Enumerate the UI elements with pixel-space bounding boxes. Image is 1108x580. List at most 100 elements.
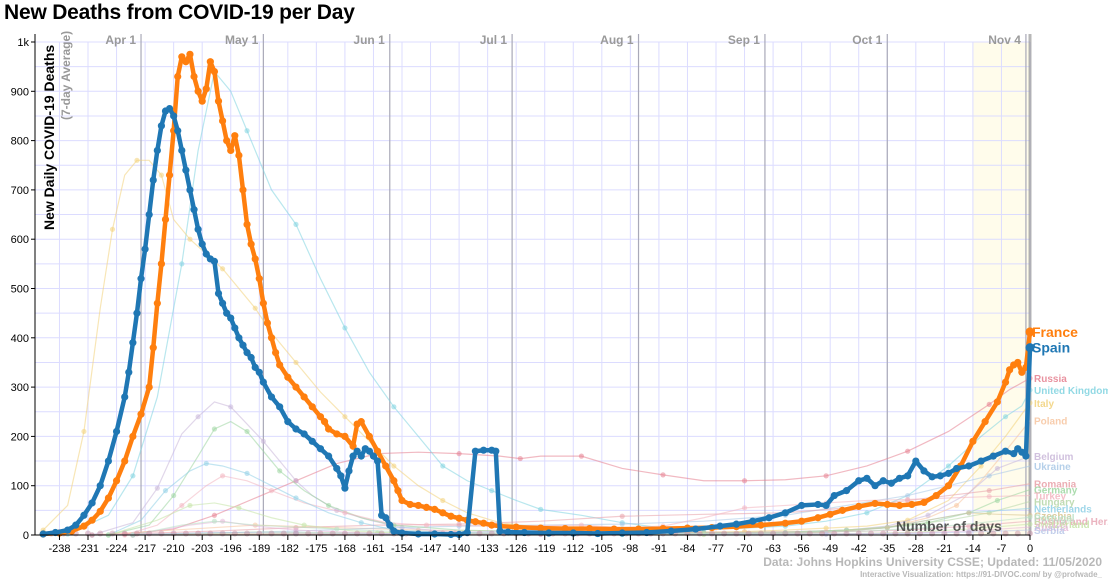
date-markers: Apr 1 May 1 Jun 1 Jul 1 Aug 1 Sep 1 Oct 1 Nov 4 bbox=[105, 33, 1032, 535]
x-tick-label: -126 bbox=[505, 543, 527, 555]
series-point-spain bbox=[871, 482, 879, 490]
series-point-spain bbox=[198, 240, 206, 248]
x-tick-label: -70 bbox=[737, 543, 753, 555]
chart-title: New Deaths from COVID-19 per Day bbox=[4, 1, 355, 24]
series-point bbox=[391, 463, 397, 469]
series-point bbox=[423, 522, 430, 528]
y-tick-label: 400 bbox=[11, 333, 29, 345]
series-point-france bbox=[333, 430, 341, 438]
series-point-france bbox=[414, 501, 422, 510]
series-point bbox=[219, 266, 226, 272]
baseline-point bbox=[317, 530, 324, 537]
series-point bbox=[986, 493, 992, 500]
series-point-france bbox=[757, 521, 765, 529]
series-point bbox=[130, 473, 136, 479]
series-label-turkey: Turkey bbox=[1034, 492, 1066, 503]
date-marker-label: Jun 1 bbox=[353, 33, 385, 47]
series-point-spain bbox=[912, 457, 920, 465]
series-point-france bbox=[137, 410, 145, 418]
series-point-france bbox=[561, 524, 569, 533]
series-point-france bbox=[121, 457, 129, 465]
baseline-point bbox=[488, 530, 495, 537]
series-point-spain bbox=[121, 393, 129, 401]
baseline-point bbox=[195, 530, 202, 537]
x-tick-label: -217 bbox=[134, 543, 156, 555]
series-label-united-kingdom: United Kingdom bbox=[1034, 386, 1108, 397]
series-point-france bbox=[431, 505, 439, 513]
series-point bbox=[203, 460, 209, 467]
series-point-france bbox=[227, 146, 235, 155]
series-point bbox=[171, 492, 177, 499]
series-point-spain bbox=[300, 430, 308, 438]
series-point-spain bbox=[153, 146, 161, 155]
series-line-italy bbox=[42, 159, 1031, 534]
overlay-text: Number of days bbox=[896, 518, 1002, 534]
series-point-spain bbox=[231, 324, 239, 332]
y-tick-label: 100 bbox=[11, 481, 29, 493]
series-label-ukraine: Ukraine bbox=[1034, 462, 1071, 473]
series-point-spain bbox=[1001, 447, 1010, 455]
series-point-france bbox=[218, 117, 227, 125]
x-tick-label: -231 bbox=[77, 543, 99, 555]
date-marker-label: Jul 1 bbox=[480, 33, 508, 47]
series-label-italy: Italy bbox=[1034, 399, 1054, 410]
y-axis-label: New Daily COVID-19 Deaths (7-day Average… bbox=[41, 31, 73, 230]
series-point-france bbox=[149, 344, 157, 352]
series-point-france bbox=[267, 334, 276, 342]
y-tick-label: 0 bbox=[23, 530, 29, 542]
series-point-spain bbox=[414, 530, 422, 538]
series-label-germany: Germany bbox=[1034, 486, 1078, 497]
baseline-point bbox=[1014, 530, 1021, 537]
series-point-france bbox=[186, 50, 194, 58]
y-tick-label: 300 bbox=[11, 382, 29, 394]
x-tick-label: -140 bbox=[448, 543, 470, 555]
series-point-spain bbox=[333, 464, 341, 473]
x-tick-label: -119 bbox=[534, 543, 555, 555]
baseline-point bbox=[867, 530, 874, 537]
series-endpoint-france bbox=[1025, 327, 1035, 337]
series-point-france bbox=[129, 432, 137, 440]
series-point bbox=[782, 529, 788, 536]
series-point-spain bbox=[292, 425, 300, 433]
series-point-france bbox=[781, 519, 789, 527]
series-point bbox=[162, 488, 169, 494]
series-point-france bbox=[308, 403, 316, 411]
series-point-spain bbox=[182, 166, 190, 174]
series-point bbox=[864, 510, 870, 516]
series-point bbox=[211, 426, 218, 432]
credits: Data: Johns Hopkins University CSSE; Upd… bbox=[763, 555, 1102, 579]
series-point bbox=[966, 510, 972, 516]
y-axis-title: New Daily COVID-19 Deaths bbox=[41, 45, 57, 230]
series-point-france bbox=[488, 521, 496, 529]
series-point bbox=[925, 512, 931, 518]
series-point bbox=[109, 226, 116, 232]
series-point bbox=[195, 414, 201, 420]
series-point-spain bbox=[879, 477, 887, 485]
series-point-france bbox=[382, 462, 390, 470]
series-label-spain: Spain bbox=[1032, 340, 1070, 356]
series-point-france bbox=[255, 275, 263, 283]
x-tick-label: -42 bbox=[851, 543, 867, 555]
series-point-spain bbox=[895, 474, 904, 482]
series-point-france bbox=[157, 260, 166, 268]
series-point-spain bbox=[765, 514, 773, 522]
x-tick-label: 0 bbox=[1027, 543, 1033, 555]
y-axis-subtitle: (7-day Average) bbox=[59, 31, 73, 120]
series-point bbox=[986, 473, 992, 479]
series-line-united-kingdom bbox=[67, 70, 1031, 535]
series-point-spain bbox=[386, 521, 394, 529]
series-point bbox=[244, 128, 250, 134]
series-point-spain bbox=[235, 334, 243, 342]
series-point-spain bbox=[194, 225, 202, 233]
series-point bbox=[293, 359, 299, 366]
series-point-spain bbox=[920, 467, 928, 475]
series-point-spain bbox=[952, 464, 961, 473]
series-point bbox=[905, 496, 911, 503]
series-point bbox=[953, 502, 960, 509]
series-point-spain bbox=[112, 427, 121, 436]
series-point-spain bbox=[863, 474, 871, 482]
series-point-spain bbox=[308, 437, 316, 445]
x-tick-label: -147 bbox=[420, 543, 442, 555]
x-tick-label: -238 bbox=[48, 543, 70, 555]
series-point-france bbox=[908, 500, 916, 509]
